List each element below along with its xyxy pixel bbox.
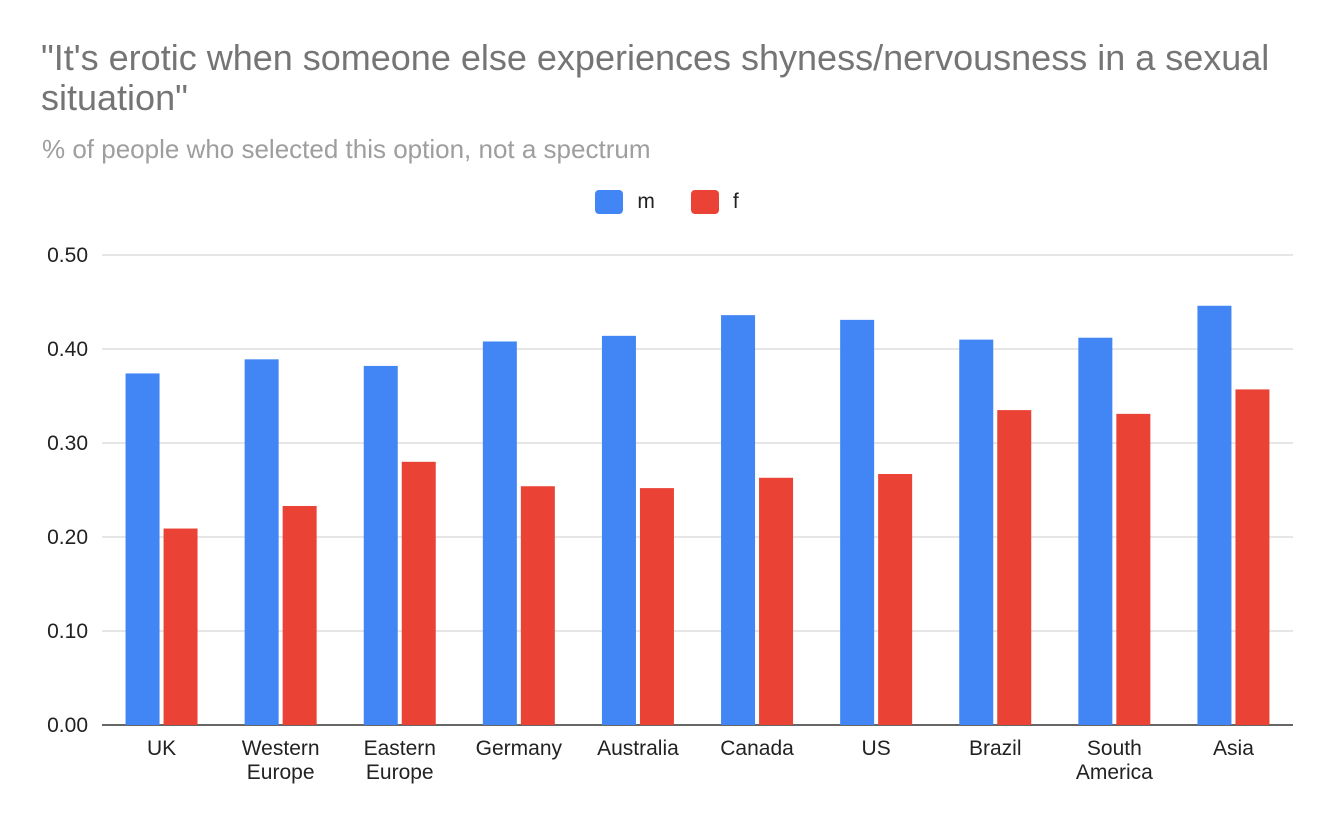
bar-m[interactable]	[1197, 305, 1232, 725]
legend-label-m: m	[637, 190, 655, 213]
y-tick-label: 0.50	[47, 244, 88, 267]
bar-f[interactable]	[997, 410, 1032, 725]
bar-f[interactable]	[1235, 389, 1270, 725]
bar-m[interactable]	[363, 365, 398, 725]
legend: m f	[0, 190, 1334, 214]
y-tick-label: 0.40	[47, 338, 88, 361]
bar-f[interactable]	[878, 474, 913, 725]
bar-f[interactable]	[282, 505, 317, 725]
bar-f[interactable]	[759, 477, 794, 725]
y-tick-label: 0.20	[47, 526, 88, 549]
legend-item-f[interactable]: f	[690, 190, 739, 214]
x-tick-label: South America	[1076, 737, 1153, 784]
y-tick-label: 0.00	[47, 714, 88, 737]
x-tick-label: UK	[147, 737, 176, 760]
bar-m[interactable]	[125, 373, 160, 725]
x-tick-label: Eastern Europe	[364, 737, 436, 784]
bar-m[interactable]	[482, 341, 517, 725]
bar-f[interactable]	[520, 486, 555, 725]
x-tick-label: Australia	[597, 737, 679, 760]
x-tick-label: Germany	[476, 737, 563, 760]
legend-item-m[interactable]: m	[595, 190, 655, 214]
x-tick-label: US	[862, 737, 891, 760]
bar-m[interactable]	[840, 319, 875, 725]
y-tick-label: 0.30	[47, 432, 88, 455]
bar-m[interactable]	[721, 315, 756, 725]
chart-title: "It's erotic when someone else experienc…	[41, 37, 1270, 118]
legend-label-f: f	[732, 190, 739, 213]
bar-f[interactable]	[163, 528, 198, 725]
bar-f[interactable]	[401, 461, 436, 725]
x-tick-label: Brazil	[969, 737, 1022, 760]
bar-m[interactable]	[1078, 337, 1113, 725]
legend-swatch-f	[690, 190, 719, 214]
bar-f[interactable]	[639, 488, 674, 725]
bar-f[interactable]	[1116, 413, 1151, 725]
bar-m[interactable]	[244, 359, 279, 725]
x-tick-label: Canada	[720, 737, 794, 760]
legend-swatch-m	[595, 190, 624, 214]
y-tick-label: 0.10	[47, 620, 88, 643]
bar-m[interactable]	[959, 339, 994, 725]
x-tick-label: Asia	[1213, 737, 1254, 760]
chart-subtitle: % of people who selected this option, no…	[42, 134, 651, 164]
bar-m[interactable]	[601, 335, 636, 725]
x-tick-label: Western Europe	[242, 737, 320, 784]
